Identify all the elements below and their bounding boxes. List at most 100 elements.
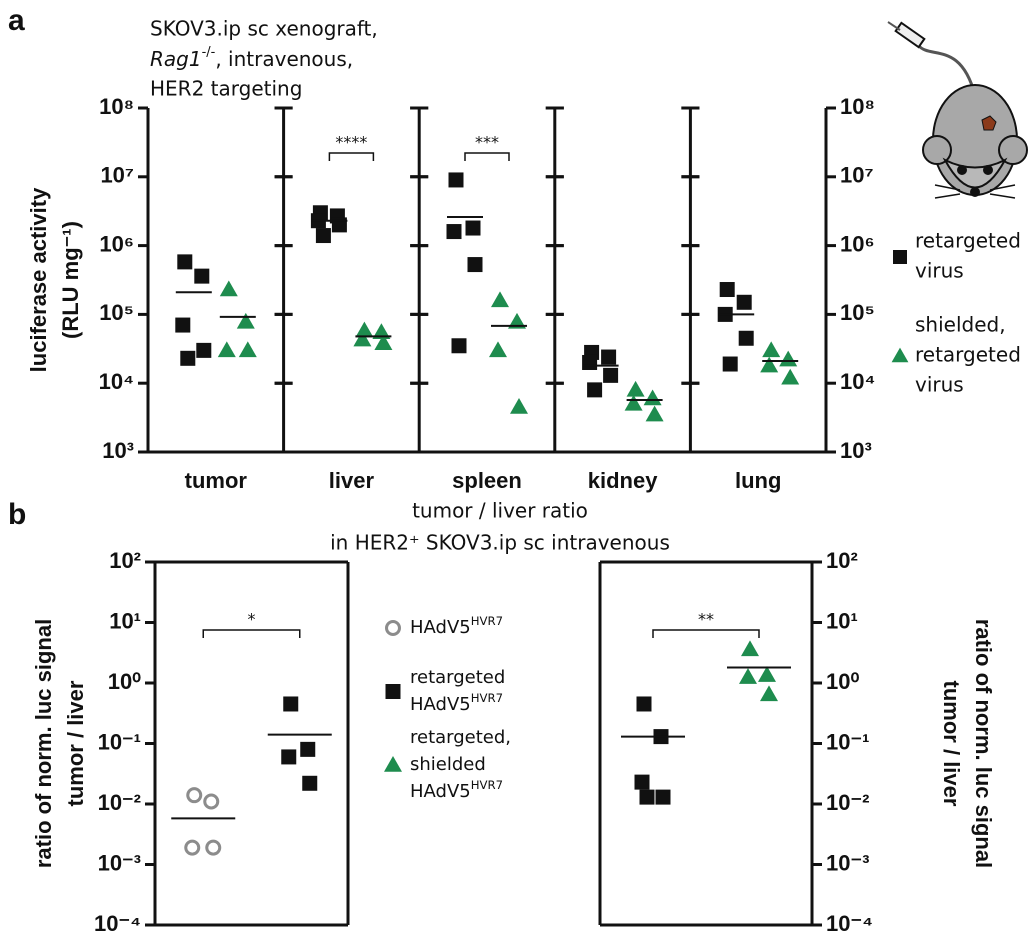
data-point <box>283 696 299 712</box>
data-point <box>508 312 526 329</box>
chart-title: tumor / liver ratio <box>412 499 588 523</box>
data-point <box>736 294 752 310</box>
text-segment: HVR7 <box>471 691 503 705</box>
data-point <box>722 356 738 372</box>
data-point <box>762 341 781 358</box>
text-segment: HAdV5 <box>410 617 471 638</box>
y-axis-label: (RLU mg⁻¹) <box>58 221 83 339</box>
data-point <box>175 317 191 333</box>
x-tick-label: tumor <box>185 468 248 493</box>
data-point <box>372 323 391 340</box>
text-segment: Rag1 <box>150 47 202 71</box>
data-point <box>624 394 643 411</box>
y-axis-label: ratio of norm. luc signal <box>971 619 996 868</box>
data-point <box>184 839 201 856</box>
data-point <box>331 217 347 233</box>
data-point <box>738 330 754 346</box>
data-point <box>741 640 759 657</box>
data-point <box>451 338 467 354</box>
text-segment: , intravenous, <box>215 47 353 71</box>
y-tick-label: 10⁻⁴ <box>826 911 873 931</box>
text-segment: -/- <box>202 45 216 60</box>
data-point <box>196 342 212 358</box>
y-tick-label: 10³ <box>840 438 872 463</box>
data-point <box>893 250 907 264</box>
data-point <box>489 341 507 358</box>
y-tick-label: 10² <box>109 548 141 573</box>
data-point <box>180 350 196 366</box>
significance-label: * <box>248 610 256 629</box>
y-tick-label: 10⁻⁴ <box>94 911 141 931</box>
data-point <box>582 354 598 370</box>
chart-title: Rag1-/-, intravenous, <box>150 45 353 71</box>
significance-label: *** <box>475 133 499 152</box>
y-axis-label: tumor / liver <box>939 681 964 807</box>
data-point <box>758 666 776 682</box>
data-point <box>655 789 671 805</box>
text-segment: HVR7 <box>471 778 503 792</box>
data-point <box>205 839 222 856</box>
data-point <box>219 280 238 297</box>
y-tick-label: 10² <box>826 548 858 573</box>
data-point <box>760 685 778 702</box>
legend-label: shielded <box>410 754 486 775</box>
legend-label: shielded, <box>915 313 1006 337</box>
data-point <box>236 312 255 329</box>
y-tick-label: 10⁻² <box>98 790 141 815</box>
y-tick-label: 10⁶ <box>840 231 875 256</box>
significance-label: ** <box>698 610 714 629</box>
legend-label: virus <box>915 259 964 283</box>
legend-label: HAdV5HVR7 <box>410 614 503 639</box>
legend-label: HAdV5HVR7 <box>410 778 503 803</box>
data-point <box>177 254 193 270</box>
y-tick-label: 10⁶ <box>99 231 134 256</box>
y-tick-label: 10⁻¹ <box>826 729 869 754</box>
significance-bracket <box>202 629 301 638</box>
data-point <box>739 668 757 684</box>
data-point <box>891 347 909 363</box>
data-point <box>281 749 297 765</box>
significance-bracket <box>464 152 510 161</box>
y-axis-label: ratio of norm. luc signal <box>31 619 56 868</box>
y-tick-label: 10⁷ <box>100 163 134 188</box>
data-point <box>446 224 462 240</box>
data-point <box>300 741 316 757</box>
legend-label: retargeted, <box>410 727 511 748</box>
data-point <box>779 350 798 367</box>
x-tick-label: spleen <box>452 468 522 493</box>
x-tick-label: kidney <box>588 468 658 493</box>
y-tick-label: 10⁰ <box>826 669 859 694</box>
panel-label: b <box>8 498 26 531</box>
y-tick-label: 10⁻² <box>826 790 869 815</box>
x-tick-label: liver <box>329 468 375 493</box>
text-segment: HVR7 <box>471 614 503 628</box>
data-point <box>302 775 318 791</box>
data-point <box>203 793 220 810</box>
legend-label: retargeted <box>915 229 1021 253</box>
y-tick-label: 10⁻¹ <box>98 729 141 754</box>
significance-label: **** <box>335 133 367 152</box>
y-tick-label: 10⁵ <box>99 300 134 325</box>
legend-label: retargeted <box>410 667 505 688</box>
chart-title: SKOV3.ip sc xenograft, <box>150 17 378 41</box>
data-point <box>587 382 603 398</box>
y-axis-label: tumor / liver <box>63 680 88 806</box>
y-tick-label: 10⁸ <box>99 94 134 119</box>
text-segment: HAdV5 <box>410 694 471 715</box>
y-axis-label: luciferase activity <box>26 187 51 372</box>
y-tick-label: 10⁷ <box>840 163 874 188</box>
text-segment: HAdV5 <box>410 781 471 802</box>
data-point <box>760 356 779 373</box>
legend-label: retargeted <box>915 343 1021 367</box>
y-tick-label: 10⁵ <box>840 300 875 325</box>
y-tick-label: 10⁰ <box>108 669 141 694</box>
chart-title: HER2 targeting <box>150 77 302 101</box>
data-point <box>238 341 257 358</box>
panel-label: a <box>8 4 25 37</box>
data-point <box>639 789 655 805</box>
data-point <box>353 330 372 347</box>
y-tick-label: 10⁴ <box>840 369 875 394</box>
significance-bracket <box>328 152 375 161</box>
y-tick-label: 10⁻³ <box>826 850 869 875</box>
